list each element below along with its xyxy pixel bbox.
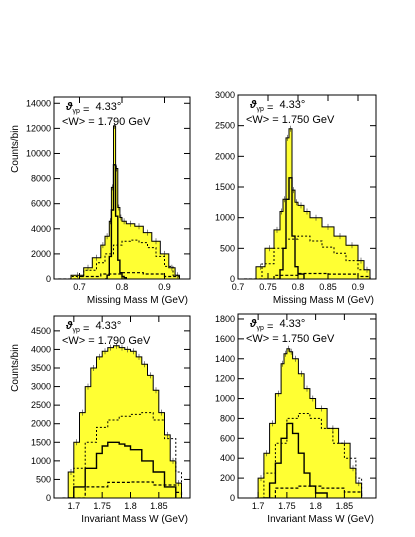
y-tick-label: 1800	[215, 314, 235, 324]
y-tick-label: 4500	[31, 326, 51, 336]
x-tick-label: 0.9	[158, 282, 171, 292]
y-tick-label: 4000	[31, 224, 51, 234]
x-tick-label: 1.8	[124, 501, 137, 511]
theta-annotation: ϑγp = 4.33°	[65, 101, 121, 116]
chart-panel-top-left: 0.7 0.8 0.9 0 2000 4000 6000 8000 10000 12000 1400…	[10, 96, 191, 306]
y-tick-label: 600	[220, 433, 235, 443]
y-tick-label: 14000	[26, 98, 51, 108]
y-tick-label: 2000	[31, 419, 51, 429]
y-tick-label: 500	[36, 474, 51, 484]
chart-panel-bottom-left: 1.7 1.75 1.8 1.85 0 500 1000 1500 2000 2500 3000 35…	[10, 315, 191, 525]
series-1-line	[244, 235, 371, 279]
series-1-line	[58, 239, 180, 279]
series-0-area	[62, 345, 182, 498]
chart-panel-bottom-right: 1.7 1.75 1.8 1.85 0 200 400 600 800 1000 1200 1400 1…	[215, 313, 377, 525]
series-1-line	[255, 413, 363, 498]
series-3-line	[255, 485, 363, 498]
x-tick-label: 0.8	[292, 282, 305, 292]
y-tick-label: 10000	[26, 148, 51, 158]
y-tick-label: 1600	[215, 334, 235, 344]
y-tick-label: 1000	[31, 456, 51, 466]
x-axis-label: Invariant Mass W (GeV)	[267, 514, 374, 525]
y-tick-label: 2500	[215, 121, 235, 131]
series-0-line	[58, 125, 180, 279]
chart-panel-top-right: 0.7 0.75 0.8 0.85 0.9 0 500 1000 1500 2000 2500 300…	[215, 90, 377, 306]
series-1-line	[62, 412, 182, 498]
series-0-area	[244, 128, 370, 279]
series-2-line	[105, 164, 127, 279]
y-tick-label: 2000	[215, 151, 235, 161]
w-annotation: <W> = 1.750 GeV	[246, 114, 335, 126]
y-tick-label: 3500	[31, 363, 51, 373]
x-tick-label: 0.8	[116, 282, 129, 292]
theta-annotation: ϑγp = 4.33°	[249, 99, 305, 114]
y-tick-label: 6000	[31, 199, 51, 209]
x-tick-label: 1.75	[278, 501, 296, 511]
y-axis-label: Counts/bin	[10, 125, 21, 173]
x-tick-label: 0.75	[259, 282, 277, 292]
x-tick-label: 0.7	[232, 282, 245, 292]
y-tick-label: 4000	[31, 344, 51, 354]
y-tick-label: 0	[46, 493, 51, 503]
series-0-area	[255, 348, 362, 498]
y-tick-label: 0	[230, 274, 235, 284]
y-tick-label: 800	[220, 413, 235, 423]
x-tick-label: 1.85	[150, 501, 168, 511]
x-tick-label: 1.75	[93, 501, 111, 511]
y-tick-label: 0	[46, 274, 51, 284]
y-tick-label: 0	[230, 493, 235, 503]
w-annotation: <W> = 1.790 GeV	[62, 335, 151, 347]
x-tick-label: 0.9	[352, 282, 365, 292]
y-tick-label: 2500	[31, 400, 51, 410]
y-tick-label: 3000	[215, 90, 235, 100]
plot-frame	[53, 315, 191, 499]
x-tick-label: 1.7	[68, 501, 81, 511]
theta-annotation: ϑγp = 4.33°	[249, 318, 305, 333]
x-axis-label: Invariant Mass W (GeV)	[81, 514, 188, 525]
w-annotation: <W> = 1.790 GeV	[62, 116, 151, 128]
y-tick-label: 3000	[31, 382, 51, 392]
series-0-line	[62, 345, 182, 498]
x-tick-label: 0.85	[319, 282, 337, 292]
w-annotation: <W> = 1.750 GeV	[246, 333, 335, 345]
series-2-line	[68, 441, 177, 498]
y-tick-label: 1000	[215, 213, 235, 223]
y-tick-label: 1200	[215, 374, 235, 384]
y-tick-label: 1500	[31, 437, 51, 447]
x-tick-label: 0.7	[73, 282, 86, 292]
plot-frame	[237, 313, 377, 499]
y-tick-label: 12000	[26, 123, 51, 133]
y-tick-label: 1000	[215, 394, 235, 404]
x-tick-label: 1.8	[309, 501, 322, 511]
series-2-line	[277, 177, 305, 279]
y-tick-label: 400	[220, 453, 235, 463]
y-tick-label: 8000	[31, 174, 51, 184]
y-tick-label: 200	[220, 473, 235, 483]
series-0-area	[58, 125, 180, 279]
y-axis-label: Counts/bin	[10, 344, 21, 392]
theta-annotation: ϑγp = 4.33°	[65, 320, 121, 335]
x-tick-label: 1.85	[336, 501, 354, 511]
y-tick-label: 1500	[215, 182, 235, 192]
x-axis-label: Missing Mass M (GeV)	[87, 295, 188, 306]
series-0-line	[244, 128, 371, 279]
y-tick-label: 1400	[215, 354, 235, 364]
y-tick-label: 2000	[31, 249, 51, 259]
x-tick-label: 1.7	[252, 501, 265, 511]
y-tick-label: 500	[220, 243, 235, 253]
x-axis-label: Missing Mass M (GeV)	[273, 295, 374, 306]
